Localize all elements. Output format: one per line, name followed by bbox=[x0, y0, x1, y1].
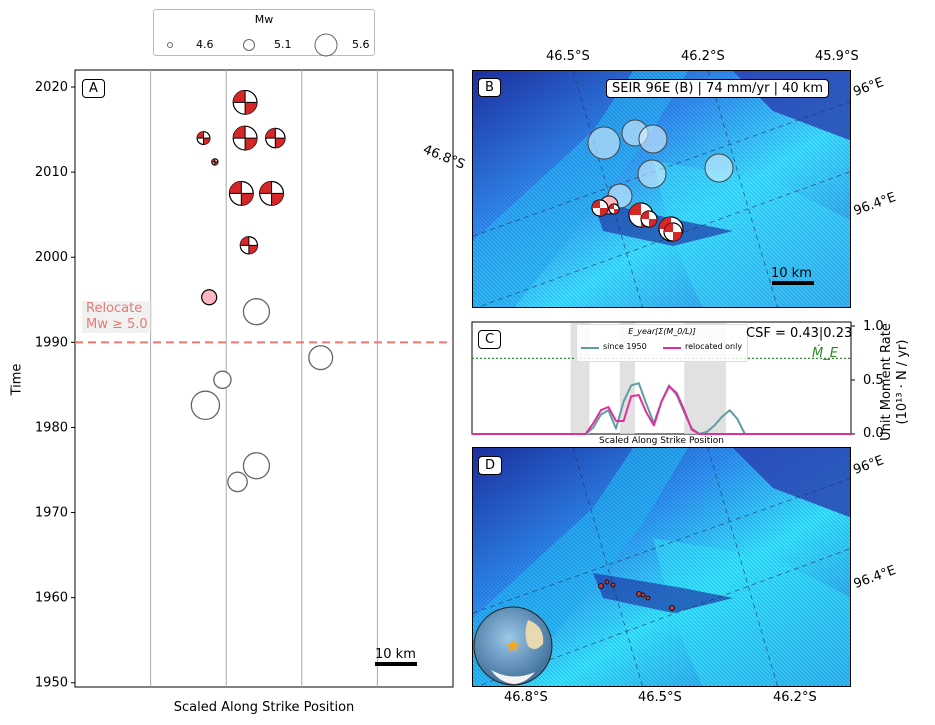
map-catalog-event bbox=[587, 126, 621, 160]
panel-c-ytick-1: 1.0 bbox=[863, 319, 884, 334]
legend-label-medium: 5.1 bbox=[274, 38, 292, 51]
panel-c-ytick-2: 0.5 bbox=[863, 373, 884, 388]
panel-c-label: C bbox=[478, 330, 502, 349]
epicenter-dot bbox=[610, 582, 616, 588]
panel-b-label: B bbox=[478, 78, 501, 97]
panel-c-csf: CSF = 0.43|0.23 bbox=[746, 326, 853, 341]
panel-a-ytick-label: 2010 bbox=[35, 165, 68, 180]
panel-d-bottom-tick-2: 46.5°S bbox=[638, 690, 682, 705]
panel-a-ytick-label: 2020 bbox=[35, 80, 68, 95]
focal-mechanism-beachball bbox=[232, 125, 258, 151]
catalog-event-marker bbox=[213, 370, 232, 390]
panel-a-chart: 1950 1960 1970 1980 1990 2000 2010 2020 bbox=[35, 69, 454, 691]
panel-b-scalebar-label: 10 km bbox=[771, 266, 812, 281]
catalog-event-marker bbox=[242, 452, 271, 480]
panel-b-top-tick-2: 46.2°S bbox=[681, 49, 725, 64]
epicenter-dot bbox=[598, 583, 604, 589]
map-focal-mechanism bbox=[663, 222, 683, 242]
panel-d-bottom-tick-3: 46.2°S bbox=[773, 690, 817, 705]
panel-b-events bbox=[587, 119, 734, 242]
catalog-event-marker bbox=[190, 390, 221, 421]
panel-c-me-label: Ṁ_E bbox=[812, 346, 838, 361]
panel-a-ytick-label: 1990 bbox=[35, 335, 68, 350]
panel-a-scalebar bbox=[375, 662, 417, 666]
map-catalog-event bbox=[638, 124, 668, 154]
legend-relocated-swatch bbox=[663, 347, 681, 349]
panel-a-ytick-label: 2000 bbox=[35, 250, 68, 265]
panel-d-terrain bbox=[473, 448, 850, 686]
panel-c-xlabel: Scaled Along Strike Position bbox=[598, 436, 724, 446]
legend-label-small: 4.6 bbox=[196, 38, 214, 51]
panel-a-xlabel: Scaled Along Strike Position bbox=[173, 700, 355, 715]
legend-markers bbox=[167, 33, 338, 57]
map-focal-mechanism bbox=[591, 199, 609, 217]
focal-mechanism-beachball bbox=[265, 127, 286, 149]
panel-d-map bbox=[472, 447, 851, 687]
panel-d-label: D bbox=[478, 456, 503, 475]
relocate-line1: Relocate bbox=[86, 301, 143, 316]
catalog-event-marker bbox=[227, 471, 248, 493]
panel-c-ylabel-line1: Unit Moment Rate bbox=[879, 323, 894, 441]
epicenter-dot bbox=[669, 605, 675, 611]
catalog-event-marker bbox=[242, 298, 271, 326]
panel-b-title: SEIR 96E (B) | 74 mm/yr | 40 km bbox=[606, 79, 829, 98]
legend-since-1950-label: since 1950 bbox=[603, 342, 647, 351]
mw-legend: Mw 4.6 5.1 5.6 bbox=[153, 9, 375, 57]
map-catalog-event bbox=[704, 153, 734, 183]
map-catalog-event bbox=[637, 159, 667, 189]
map-focal-mechanism bbox=[608, 203, 620, 215]
panel-c-legend: E_year[Σ(M_0/L)] since 1950 relocated on… bbox=[576, 324, 748, 362]
legend-title: Mw bbox=[254, 13, 274, 26]
epicenter-dot bbox=[645, 595, 651, 601]
panel-d-epicenters bbox=[598, 579, 675, 611]
panel-c-ytick-3: 0.0 bbox=[863, 426, 884, 441]
relocated-event-marker bbox=[201, 289, 218, 306]
focal-mechanism-beachball bbox=[228, 180, 254, 206]
panel-a-ytick-label: 1970 bbox=[35, 506, 68, 521]
panel-a-scalebar-label: 10 km bbox=[375, 647, 416, 662]
panel-c-ylabel: Unit Moment Rate (10¹³ · N / yr) bbox=[879, 322, 911, 442]
epicenter-dot bbox=[640, 592, 646, 598]
panel-a-frame bbox=[74, 69, 454, 688]
focal-mechanism-beachball bbox=[232, 89, 258, 115]
panel-d-bottom-tick-1: 46.8°S bbox=[504, 690, 548, 705]
relocate-line2: Mw ≥ 5.0 bbox=[86, 317, 148, 332]
focal-mechanism-beachball bbox=[239, 236, 259, 255]
legend-marker-small bbox=[167, 42, 173, 48]
legend-marker-large bbox=[314, 33, 338, 57]
focal-mechanism-beachball bbox=[211, 158, 219, 166]
focal-mechanism-beachball bbox=[259, 180, 285, 206]
panel-b-top-tick-3: 45.9°S bbox=[815, 49, 859, 64]
panel-a-ytick-label: 1950 bbox=[35, 676, 68, 691]
legend-marker-medium bbox=[243, 39, 255, 51]
panel-a-ytick-label: 1960 bbox=[35, 591, 68, 606]
legend-since-1950-swatch bbox=[581, 347, 599, 349]
panel-b-top-tick-1: 46.5°S bbox=[546, 49, 590, 64]
panel-a-ytick-label: 1980 bbox=[35, 420, 68, 435]
panel-b-terrain bbox=[473, 71, 850, 307]
panel-a-label: A bbox=[82, 79, 105, 98]
panel-c-ylabel-line2: (10¹³ · N / yr) bbox=[895, 339, 910, 425]
relocate-annotation: Relocate Mw ≥ 5.0 bbox=[82, 301, 152, 333]
series-relocated-only-line bbox=[472, 385, 851, 435]
panel-b-map bbox=[472, 70, 851, 308]
legend-label-large: 5.6 bbox=[352, 38, 370, 51]
panel-c-legend-title: E_year[Σ(M_0/L)] bbox=[628, 327, 696, 336]
globe-inset bbox=[473, 606, 553, 686]
map-focal-mechanism bbox=[640, 210, 658, 228]
epicenter-dot bbox=[604, 579, 610, 585]
catalog-event-marker bbox=[308, 345, 334, 371]
legend-relocated-label: relocated only bbox=[685, 342, 743, 351]
focal-mechanism-beachball bbox=[196, 131, 211, 146]
panel-b-scalebar bbox=[772, 281, 814, 285]
